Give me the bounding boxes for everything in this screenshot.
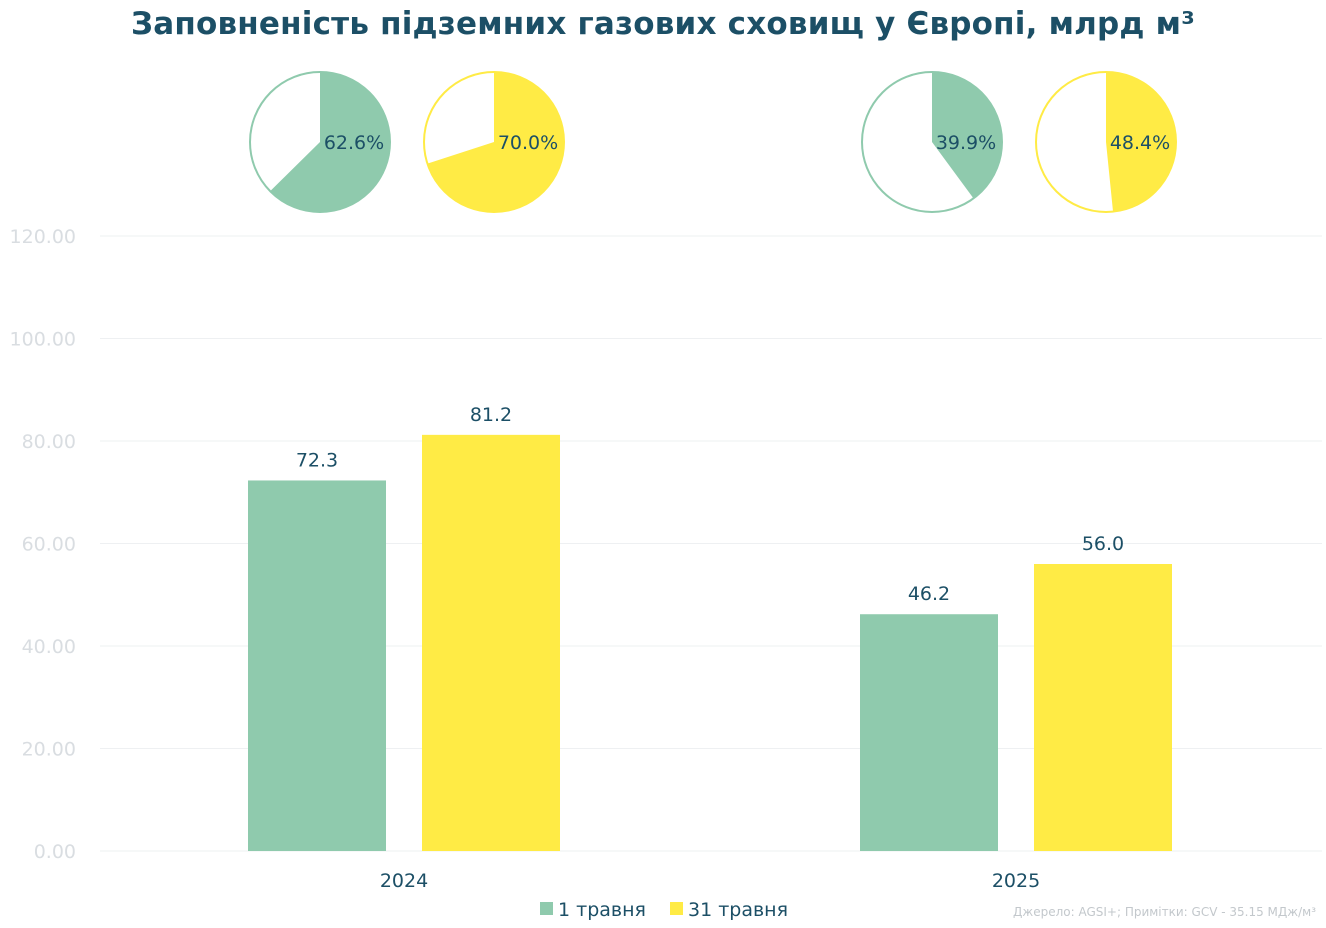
pie-2025-series-2: 48.4% — [1035, 71, 1177, 213]
fill-pies: 62.6% 70.0% 39.9% 48.4% — [249, 71, 1177, 213]
data-label-2025-series-2: 56.0 — [1082, 533, 1124, 555]
y-axis-ticks: 0.00 20.00 40.00 60.00 80.00 100.00 120.00 — [10, 226, 76, 863]
y-tick-label: 20.00 — [22, 739, 76, 761]
pie-slice-filled — [932, 72, 1002, 199]
y-tick-label: 80.00 — [22, 431, 76, 453]
pie-percent-label: 48.4% — [1110, 132, 1170, 154]
data-labels: 72.3 81.2 46.2 56.0 — [296, 404, 1124, 605]
data-label-2024-series-2: 81.2 — [470, 404, 512, 426]
bar-2024-series-2 — [422, 434, 560, 851]
source-note: Джерело: AGSI+; Примітки: GCV - 35.15 МД… — [1013, 905, 1316, 919]
legend-label-series-2: 31 травня — [688, 899, 788, 921]
y-tick-label: 100.00 — [10, 329, 76, 351]
pie-percent-label: 39.9% — [936, 132, 996, 154]
x-category-label: 2025 — [992, 870, 1040, 892]
bar-2025-series-1 — [860, 614, 998, 851]
legend-swatch-series-2 — [670, 902, 683, 915]
pie-2025-series-1: 39.9% — [861, 71, 1003, 213]
legend: 1 травня 31 травня — [540, 899, 788, 921]
pie-percent-label: 70.0% — [498, 132, 558, 154]
bars — [248, 434, 1172, 851]
bar-2025-series-2 — [1034, 564, 1172, 851]
y-tick-label: 40.00 — [22, 636, 76, 658]
data-label-2025-series-1: 46.2 — [908, 583, 950, 605]
y-tick-label: 0.00 — [34, 841, 76, 863]
data-label-2024-series-1: 72.3 — [296, 449, 338, 471]
legend-swatch-series-1 — [540, 902, 553, 915]
y-tick-label: 60.00 — [22, 534, 76, 556]
legend-label-series-1: 1 травня — [558, 899, 646, 921]
pie-slice-filled — [270, 72, 390, 212]
bar-2024-series-1 — [248, 480, 386, 851]
x-category-label: 2024 — [380, 870, 428, 892]
pie-percent-label: 62.6% — [324, 132, 384, 154]
pie-2024-series-1: 62.6% — [249, 71, 391, 213]
chart-title: Заповненість підземних газових сховищ у … — [131, 6, 1195, 42]
y-tick-label: 120.00 — [10, 226, 76, 248]
pie-slice-filled — [427, 72, 565, 212]
pie-2024-series-2: 70.0% — [423, 71, 565, 213]
pie-slice-filled — [1106, 72, 1177, 212]
x-axis-labels: 2024 2025 — [380, 870, 1040, 892]
